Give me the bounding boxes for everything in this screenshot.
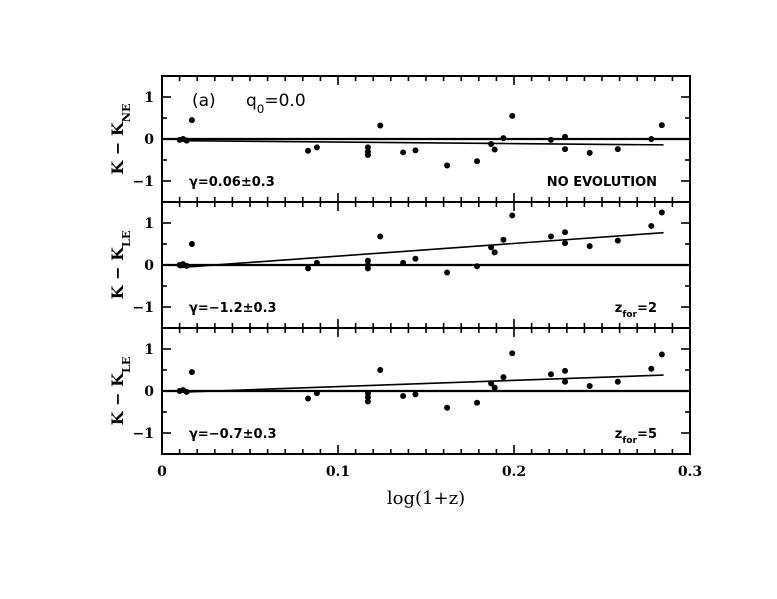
data-point (562, 133, 569, 140)
data-point (509, 212, 516, 219)
fit-line (179, 231, 664, 269)
data-point (377, 233, 384, 240)
data-point (412, 255, 419, 262)
data-point (562, 146, 569, 153)
data-point (488, 244, 495, 251)
y-axis-label: K − KLE (108, 231, 133, 300)
data-point (586, 243, 593, 250)
data-point (313, 259, 320, 266)
data-point (183, 137, 190, 144)
panel-label: (a) (192, 91, 216, 111)
data-point (491, 249, 498, 256)
data-point (444, 404, 451, 411)
data-point (562, 229, 569, 236)
data-point (188, 117, 195, 124)
data-point (658, 209, 665, 216)
model-annotation: zfor=2 (615, 301, 657, 320)
data-point (658, 351, 665, 358)
data-point (500, 135, 507, 142)
data-point (614, 146, 621, 153)
data-point (658, 122, 665, 129)
x-tick-label: 0 (157, 464, 167, 480)
data-point (377, 122, 384, 129)
panel-3: 1 0 −1K − KLE γ=−0.7±0.3 zfor=5 (108, 327, 691, 455)
y-tick-label: 1 (144, 90, 154, 106)
data-point (474, 399, 481, 406)
gamma-annotation: γ=−1.2±0.3 (189, 301, 277, 316)
data-point (491, 384, 498, 391)
data-point (474, 158, 481, 165)
model-annotation: NO EVOLUTION (547, 175, 657, 190)
data-point (509, 112, 516, 119)
panel-2: 1 0 −1K − KLE γ=−1.2±0.3 zfor=2 (108, 201, 691, 329)
data-point (444, 162, 451, 169)
data-point (488, 380, 495, 387)
data-point (305, 265, 312, 272)
data-point (614, 237, 621, 244)
data-point (547, 371, 554, 378)
data-point (648, 222, 655, 229)
data-point (364, 151, 371, 158)
data-point (364, 394, 371, 401)
data-point (364, 144, 371, 151)
data-point (313, 144, 320, 151)
data-point (364, 390, 371, 397)
y-tick-label: 1 (144, 342, 154, 358)
y-tick-label: −1 (133, 300, 154, 316)
data-point (562, 240, 569, 247)
x-tick-label: 0.3 (678, 464, 702, 480)
data-point (648, 136, 655, 142)
data-point (183, 388, 190, 395)
y-tick-label: 0 (144, 132, 154, 148)
data-point (400, 393, 407, 400)
data-point (491, 146, 498, 153)
data-point (586, 149, 593, 156)
x-axis-label: log(1+z) (387, 488, 465, 509)
data-point (562, 378, 569, 385)
x-tick-label: 0.2 (502, 464, 526, 480)
data-point (188, 241, 195, 247)
data-point (183, 262, 190, 269)
fit-line (179, 374, 664, 394)
data-point (614, 378, 621, 385)
y-tick-label: 1 (144, 216, 154, 232)
data-point (500, 236, 507, 243)
data-point (509, 350, 516, 357)
data-point (313, 390, 320, 397)
data-point (364, 398, 371, 405)
data-point (364, 257, 371, 264)
y-tick-label: −1 (133, 426, 154, 442)
y-tick-label: −1 (133, 174, 154, 190)
data-point (547, 233, 554, 240)
data-point (188, 369, 195, 376)
x-tick-label: 0.1 (326, 464, 350, 480)
model-annotation: zfor=5 (615, 427, 657, 446)
data-point (305, 395, 312, 402)
data-point (648, 365, 655, 372)
gamma-annotation: γ=−0.7±0.3 (189, 427, 277, 442)
data-point (305, 147, 312, 154)
data-point (547, 136, 554, 143)
data-point (400, 259, 407, 266)
chart-title: q0=0.0 (246, 91, 306, 116)
y-axis-label: K − KLE (108, 357, 133, 426)
data-point (444, 269, 451, 276)
data-point (474, 263, 481, 270)
gamma-annotation: γ=0.06±0.3 (189, 175, 275, 190)
data-point (364, 265, 371, 272)
fit-line (179, 139, 664, 146)
data-point (562, 367, 569, 374)
y-tick-label: 0 (144, 384, 154, 400)
y-tick-label: 0 (144, 258, 154, 274)
data-point (586, 382, 593, 389)
data-point (400, 149, 407, 156)
data-point (377, 367, 384, 373)
y-axis-label: K − KNE (108, 103, 133, 174)
data-point (488, 141, 495, 148)
data-point (500, 374, 507, 381)
data-point (412, 391, 419, 398)
data-point (412, 147, 419, 154)
